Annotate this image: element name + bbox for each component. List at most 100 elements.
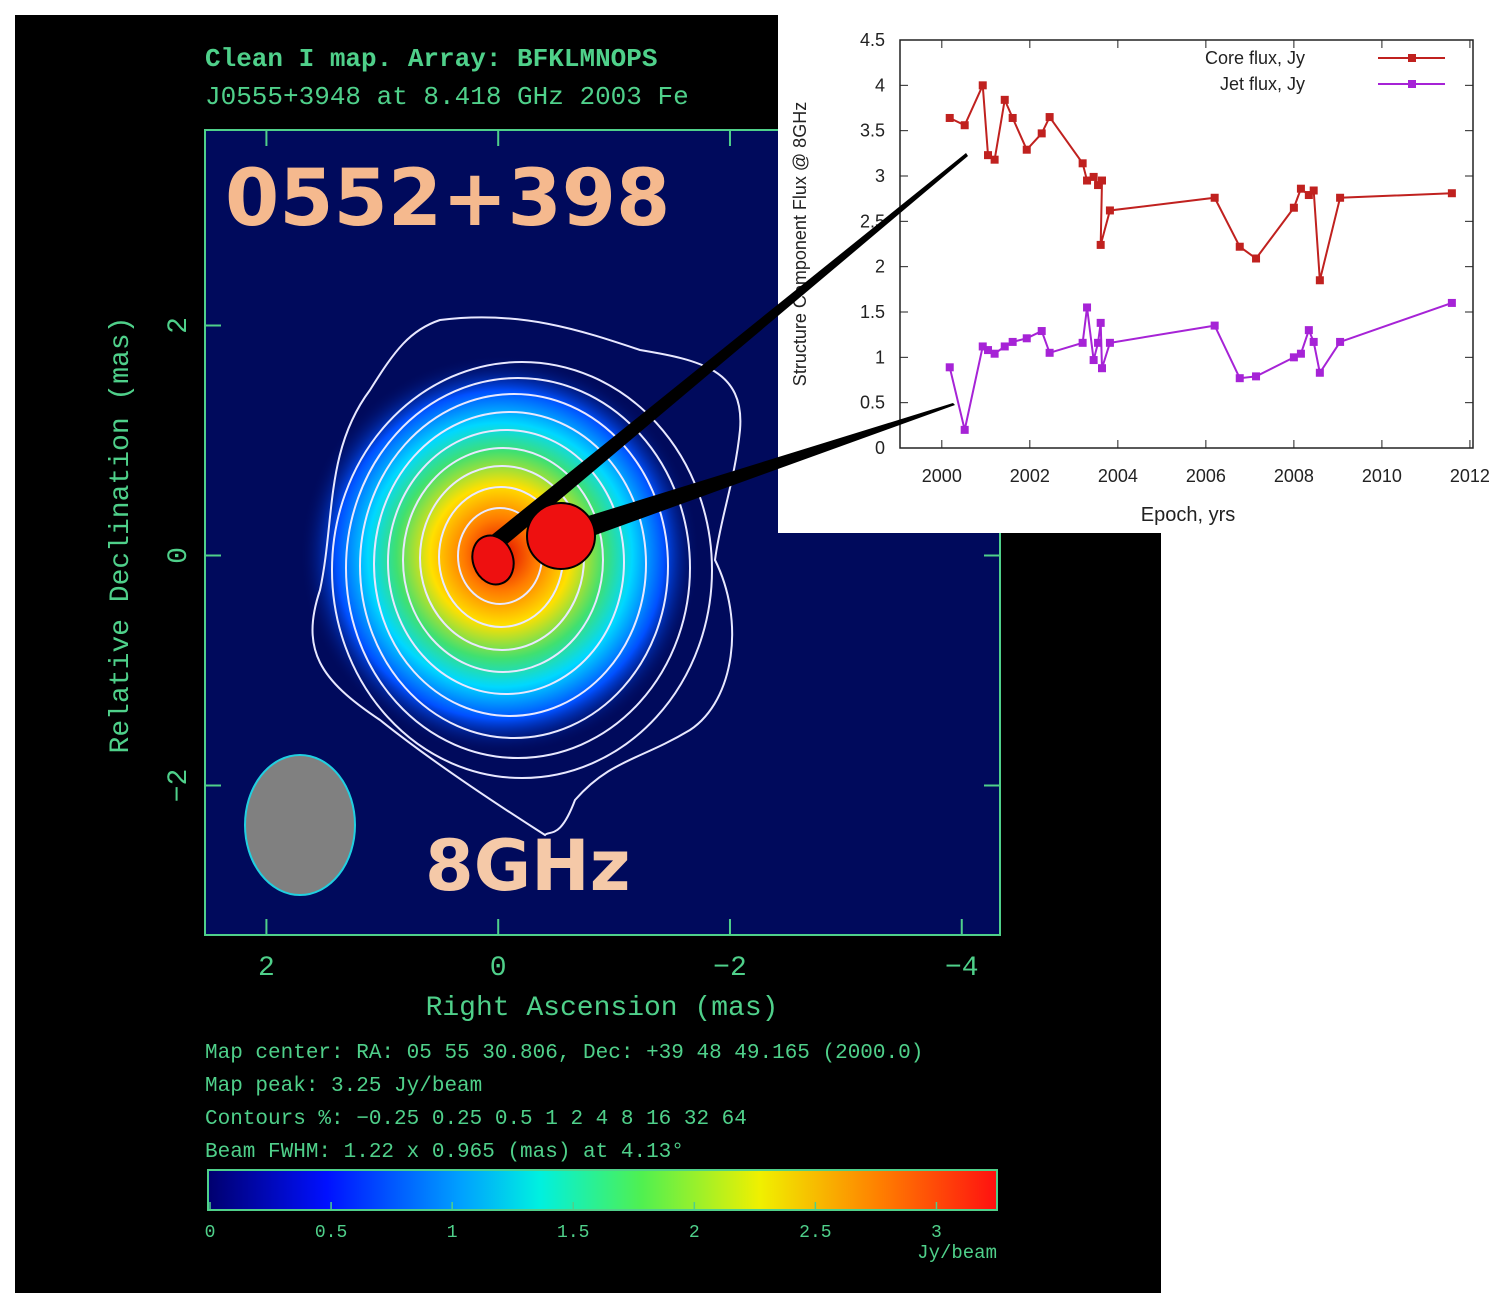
point [1448, 299, 1456, 307]
point [1211, 194, 1219, 202]
y-tick-label: −2 [164, 769, 195, 803]
point [1083, 303, 1091, 311]
x-tick-label: 2000 [922, 466, 962, 486]
x-tick-label: 2008 [1274, 466, 1314, 486]
jet-component [527, 503, 595, 569]
point [1090, 173, 1098, 181]
x-tick-label: −2 [713, 953, 747, 984]
colorbar-tick-label: 2 [689, 1223, 700, 1243]
x-tick-label: 2012 [1450, 466, 1490, 486]
point [1023, 146, 1031, 154]
x-axis-label: Right Ascension (mas) [426, 993, 779, 1024]
y-tick-label: 0 [164, 547, 195, 564]
point [1290, 353, 1298, 361]
point [991, 350, 999, 358]
colorbar-tick-label: 1.5 [557, 1223, 589, 1243]
x-tick-label: 2006 [1186, 466, 1226, 486]
legend-swatch [1408, 80, 1416, 88]
point [1310, 187, 1318, 195]
point [991, 156, 999, 164]
colorbar [208, 1170, 997, 1210]
point [1098, 364, 1106, 372]
point [1106, 339, 1114, 347]
y-tick-label: 3 [875, 166, 885, 186]
point [1336, 338, 1344, 346]
map-info: Map center: RA: 05 55 30.806, Dec: +39 4… [205, 1042, 923, 1065]
y-tick-label: 3.5 [860, 121, 885, 141]
map-title: Clean I map. Array: BFKLMNOPS [205, 44, 657, 74]
beam [245, 755, 355, 895]
point [979, 81, 987, 89]
point [1079, 159, 1087, 167]
y-tick-label: 2 [164, 317, 195, 334]
y-tick-label: 2 [875, 257, 885, 277]
inset-panel [778, 0, 1496, 533]
point [1448, 189, 1456, 197]
legend-swatch [1408, 54, 1416, 62]
point [1038, 129, 1046, 137]
point [1098, 177, 1106, 185]
point [1038, 327, 1046, 335]
source-label: 0552+398 [225, 154, 670, 244]
map-info: Contours %: −0.25 0.25 0.5 1 2 4 8 16 32… [205, 1108, 747, 1131]
point [1097, 319, 1105, 327]
map-info: Map peak: 3.25 Jy/beam [205, 1075, 482, 1098]
y-tick-label: 0.5 [860, 393, 885, 413]
map-subtitle: J0555+3948 at 8.418 GHz 2003 Fe [205, 82, 689, 112]
colorbar-tick-label: 2.5 [799, 1223, 831, 1243]
point [1290, 204, 1298, 212]
y-tick-label: 4 [875, 75, 885, 95]
point [1211, 322, 1219, 330]
y-tick-label: 4.5 [860, 30, 885, 50]
x-axis-label: Epoch, yrs [1141, 504, 1235, 526]
point [961, 121, 969, 129]
x-tick-label: 2 [258, 953, 275, 984]
point [1046, 113, 1054, 121]
point [1252, 372, 1260, 380]
point [1094, 339, 1102, 347]
point [946, 114, 954, 122]
point [1046, 349, 1054, 357]
point [1009, 114, 1017, 122]
y-axis-label: Structure Component Flux @ 8GHz [790, 102, 810, 386]
colorbar-tick-label: 1 [447, 1223, 458, 1243]
y-tick-label: 0 [875, 438, 885, 458]
point [1310, 338, 1318, 346]
point [1236, 374, 1244, 382]
point [1252, 255, 1260, 263]
point [1305, 326, 1313, 334]
point [1009, 338, 1017, 346]
y-axis-label: Relative Declination (mas) [106, 317, 137, 754]
point [1297, 350, 1305, 358]
y-tick-label: 1 [875, 347, 885, 367]
map-info: Beam FWHM: 1.22 x 0.965 (mas) at 4.13° [205, 1141, 684, 1164]
point [961, 426, 969, 434]
legend-label: Jet flux, Jy [1220, 74, 1305, 94]
point [1236, 243, 1244, 251]
point [1336, 194, 1344, 202]
x-tick-label: −4 [945, 953, 979, 984]
x-tick-label: 2004 [1098, 466, 1138, 486]
y-tick-label: 1.5 [860, 302, 885, 322]
point [1023, 334, 1031, 342]
figure: Clean I map. Array: BFKLMNOPS J0555+3948… [0, 0, 1496, 1293]
x-tick-label: 2002 [1010, 466, 1050, 486]
x-tick-label: 0 [490, 953, 507, 984]
point [1316, 276, 1324, 284]
page: {"chart_data": [ {"type": "contour", "ti… [0, 0, 1496, 1293]
colorbar-tick-label: 0.5 [315, 1223, 347, 1243]
band-label: 8GHz [425, 825, 631, 907]
point [1106, 206, 1114, 214]
point [946, 363, 954, 371]
legend-label: Core flux, Jy [1205, 48, 1305, 68]
point [1079, 339, 1087, 347]
colorbar-tick-label: 0 [205, 1223, 216, 1243]
point [1001, 96, 1009, 104]
colorbar-tick-label: 3 [931, 1223, 942, 1243]
point [1090, 356, 1098, 364]
point [1001, 342, 1009, 350]
point [1297, 185, 1305, 193]
colorbar-label: Jy/beam [917, 1242, 997, 1264]
point [1097, 241, 1105, 249]
point [1316, 369, 1324, 377]
